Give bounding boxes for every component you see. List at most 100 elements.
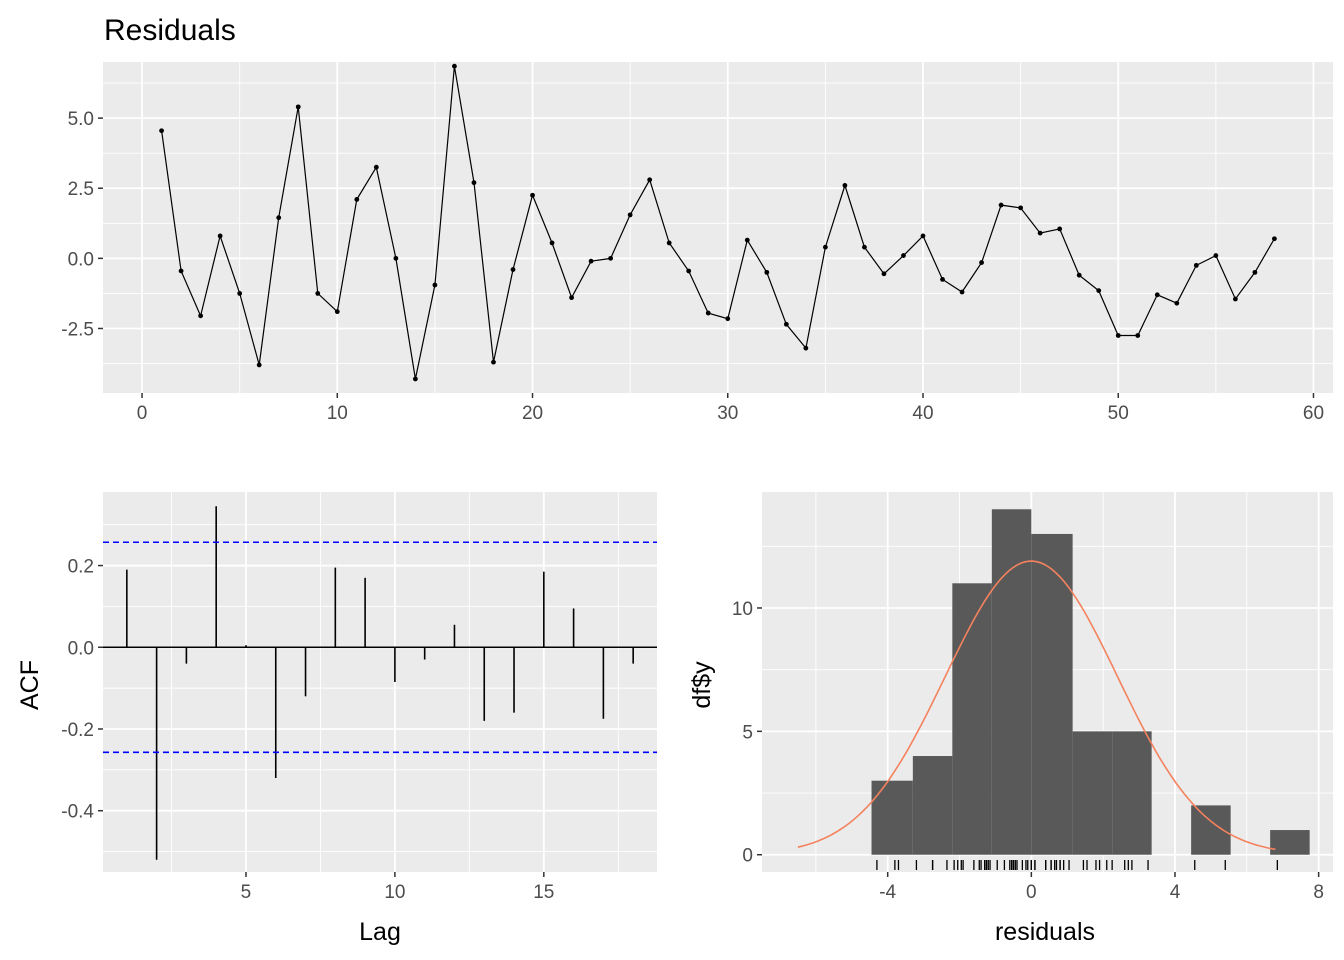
residuals-y-tick-label: 0.0 <box>68 249 94 270</box>
residuals-panel-background <box>103 62 1333 393</box>
histogram-y-tick-label: 0 <box>742 846 753 867</box>
residuals-point <box>686 268 692 274</box>
residuals-point <box>725 316 731 322</box>
residuals-point <box>549 240 555 246</box>
residuals-point <box>588 258 594 264</box>
histogram-bar <box>1072 731 1113 855</box>
residuals-point <box>959 289 965 295</box>
residuals-point <box>862 244 867 250</box>
histogram-bar <box>1191 805 1231 855</box>
acf-x-tick-label: 10 <box>384 882 405 903</box>
residuals-x-tick-label: 0 <box>137 403 148 424</box>
residuals-y-tick-label: -2.5 <box>61 319 94 340</box>
residuals-x-tick-label: 20 <box>522 403 543 424</box>
residuals-point <box>744 237 750 243</box>
residuals-point <box>393 255 399 261</box>
residuals-point <box>1193 262 1199 268</box>
residuals-point <box>452 63 457 69</box>
residuals-point <box>198 313 204 319</box>
residuals-x-tick-label: 30 <box>717 403 738 424</box>
histogram-bar <box>1270 830 1310 855</box>
residuals-x-tick-label: 10 <box>327 403 348 424</box>
residuals-point <box>1272 236 1277 242</box>
residuals-point <box>901 253 906 258</box>
histogram-bar <box>1031 533 1073 855</box>
residuals-point <box>334 309 340 315</box>
residuals-point <box>354 197 360 202</box>
acf-x-tick-label: 15 <box>533 882 554 903</box>
residuals-point <box>842 183 848 188</box>
histogram-normal-curve <box>797 560 1276 851</box>
residuals-point <box>1096 288 1102 294</box>
residuals-point <box>822 244 828 250</box>
residuals-point <box>295 104 301 110</box>
residuals-point <box>764 269 770 275</box>
residuals-point <box>178 268 184 274</box>
residuals-point <box>647 177 653 183</box>
residuals-title: Residuals <box>104 14 236 47</box>
residuals-panel: 0 10 20 30 40 50 60 -2.5 0.0 2.5 5.0 <box>61 62 1333 424</box>
residuals-x-tick-label: 40 <box>912 403 933 424</box>
residuals-point <box>1018 205 1024 211</box>
histogram-y-axis-title: df$y <box>688 661 716 709</box>
histogram-y-tick-label: 10 <box>732 599 753 620</box>
acf-y-axis-title: ACF <box>16 660 44 710</box>
histogram-x-axis-title: residuals <box>995 918 1095 946</box>
acf-y-tick-label: 0.0 <box>68 638 94 659</box>
residuals-point <box>979 260 984 265</box>
histogram-bar <box>952 583 992 855</box>
histogram-y-tick-label: 5 <box>742 722 753 743</box>
residuals-point <box>530 192 535 198</box>
histogram-bar <box>871 780 913 855</box>
residuals-point <box>237 291 243 296</box>
residuals-point <box>940 276 945 282</box>
residuals-point <box>256 362 262 368</box>
histogram-x-tick-label: 8 <box>1313 882 1324 903</box>
histogram-panel: -4 0 4 8 0 5 10 <box>732 492 1333 903</box>
residuals-point <box>881 271 887 277</box>
residuals-point <box>217 233 223 239</box>
histogram-bar <box>1112 731 1152 855</box>
residuals-point <box>783 321 789 327</box>
histogram-bar <box>991 509 1032 855</box>
residuals-point <box>998 202 1004 208</box>
residuals-point <box>432 282 438 288</box>
acf-y-tick-label: -0.2 <box>61 720 94 741</box>
residuals-point <box>1232 296 1238 302</box>
residuals-point <box>1174 300 1180 306</box>
residuals-point <box>276 215 282 221</box>
acf-x-tick-label: 5 <box>241 882 252 903</box>
residuals-point <box>920 233 926 239</box>
residuals-point <box>1252 269 1258 275</box>
residuals-series-line <box>161 66 1275 380</box>
histogram-x-tick-label: -4 <box>879 882 896 903</box>
residuals-x-tick-label: 50 <box>1108 403 1129 424</box>
residuals-point <box>608 255 614 261</box>
residuals-point <box>1115 333 1121 338</box>
residuals-y-tick-label: 2.5 <box>68 179 94 200</box>
residuals-point <box>705 310 711 316</box>
residuals-point <box>1213 253 1219 258</box>
residuals-point <box>412 376 418 382</box>
acf-y-tick-label: -0.4 <box>61 802 94 823</box>
residuals-point <box>159 128 164 134</box>
residuals-point <box>1037 230 1043 236</box>
acf-y-tick-label: 0.2 <box>68 557 94 578</box>
histogram-bar <box>912 756 953 855</box>
residuals-y-tick-label: 5.0 <box>68 109 94 130</box>
residuals-point <box>1076 272 1082 278</box>
histogram-x-tick-label: 0 <box>1026 882 1037 903</box>
acf-x-axis-title: Lag <box>359 918 401 946</box>
residuals-point <box>569 295 574 301</box>
residuals-point <box>1057 226 1063 232</box>
acf-panel-background <box>103 492 657 872</box>
residuals-point <box>803 345 809 351</box>
residuals-point <box>1135 333 1141 338</box>
residuals-point <box>510 267 516 272</box>
acf-panel: 5 10 15 -0.4 -0.2 0.0 0.2 <box>61 492 657 903</box>
residuals-point <box>666 240 672 246</box>
residuals-x-tick-label: 60 <box>1303 403 1324 424</box>
histogram-x-tick-label: 4 <box>1170 882 1181 903</box>
residuals-point <box>491 359 496 365</box>
